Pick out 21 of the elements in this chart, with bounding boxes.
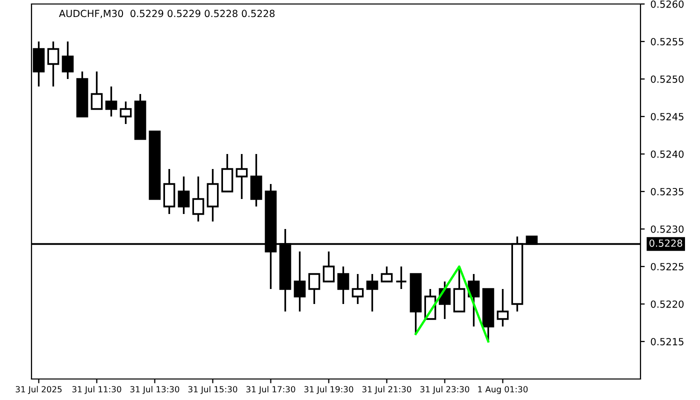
y-tick-label: 0.5250 [650, 75, 684, 83]
y-tick-label: 0.5230 [650, 225, 684, 233]
y-tick-label: 0.5255 [650, 38, 684, 46]
y-tick-label: 0.5260 [650, 0, 684, 8]
y-tick-label: 0.5220 [650, 300, 684, 308]
y-tick-label: 0.5240 [650, 150, 684, 158]
x-tick-label: 1 Aug 01:30 [478, 386, 528, 394]
x-tick-label: 31 Jul 17:30 [246, 386, 296, 394]
x-tick-label: 31 Jul 21:30 [362, 386, 412, 394]
x-tick-label: 31 Jul 11:30 [72, 386, 122, 394]
x-tick-label: 31 Jul 19:30 [304, 386, 354, 394]
x-tick-label: 31 Jul 23:30 [420, 386, 470, 394]
ref-line-label: 0.5228 [649, 239, 682, 247]
y-tick-label: 0.5235 [650, 188, 684, 196]
x-tick-label: 31 Jul 2025 [16, 386, 62, 394]
x-tick-label: 31 Jul 15:30 [188, 386, 238, 394]
y-tick-label: 0.5225 [650, 262, 684, 270]
y-tick-label: 0.5215 [650, 338, 684, 346]
y-tick-label: 0.5245 [650, 112, 684, 120]
text: AUDCHF,M30 0.5229 0.5229 0.5228 0.5228 [58, 10, 275, 18]
x-tick-label: 31 Jul 13:30 [130, 386, 180, 394]
